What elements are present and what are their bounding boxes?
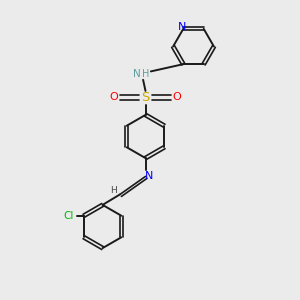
Text: H: H	[110, 186, 117, 195]
Text: N: N	[145, 171, 153, 182]
Text: S: S	[141, 91, 150, 104]
Text: Cl: Cl	[63, 211, 74, 221]
Text: O: O	[110, 92, 118, 103]
Text: O: O	[172, 92, 182, 103]
Text: H: H	[142, 69, 149, 80]
Text: N: N	[133, 69, 141, 80]
Text: N: N	[178, 22, 186, 32]
